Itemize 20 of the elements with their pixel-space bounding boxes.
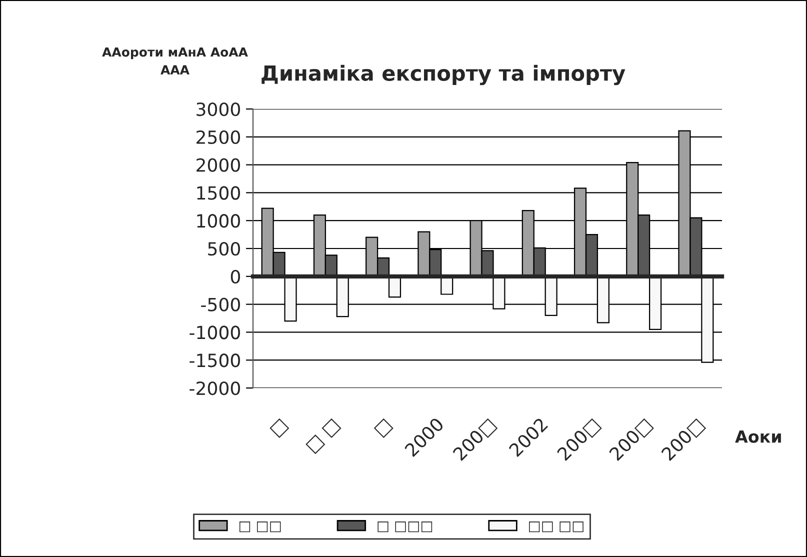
- y-tick-label: -2000: [190, 381, 240, 396]
- x-tick-label: □: [374, 418, 394, 438]
- y-tick-label: 0: [230, 270, 240, 284]
- y-tick-label: -500: [201, 298, 240, 312]
- y-tick-label: -1000: [190, 326, 240, 340]
- legend-label: □ □□□: [378, 522, 432, 532]
- y-tick-label: 2500: [196, 130, 240, 144]
- x-tick-label: □ □: [306, 418, 342, 454]
- legend-label: □ □□: [239, 522, 281, 532]
- y-tick-label: 1000: [197, 214, 240, 228]
- y-axis-title: ААороти мАнА АоАА ААА: [102, 47, 248, 74]
- x-tick-label: □: [270, 418, 290, 438]
- x-axis-title: Аоки: [735, 430, 781, 443]
- y-tick-label: 1500: [197, 186, 240, 200]
- y-tick-label: -1500: [190, 354, 240, 368]
- y-tick-label: 500: [208, 242, 240, 256]
- legend-label: □□ □□: [529, 522, 584, 532]
- y-tick-label: 2000: [196, 158, 240, 172]
- y-tick-label: 3000: [196, 102, 240, 116]
- chart-title: Динаміка експорту та імпорту: [262, 64, 626, 86]
